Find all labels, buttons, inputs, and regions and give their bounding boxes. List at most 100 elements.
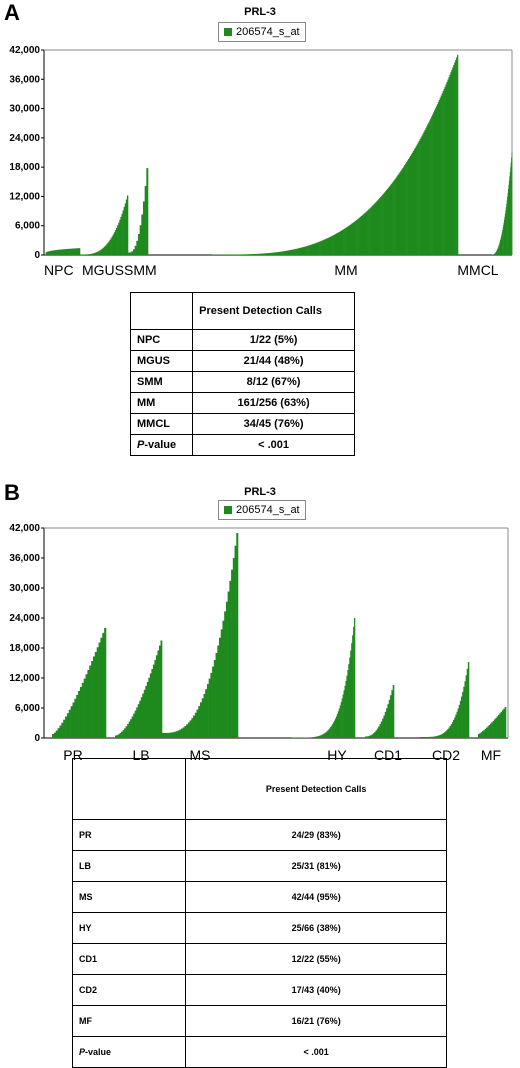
x-group-label: SMM: [124, 262, 157, 278]
bar: [197, 710, 199, 738]
pvalue-suffix: -value: [144, 439, 176, 451]
bar: [236, 533, 238, 738]
bar: [203, 694, 205, 738]
bar: [179, 730, 181, 738]
bar-group-mgus: [80, 195, 128, 255]
bar: [222, 621, 224, 738]
legend-a: 206574_s_at: [218, 22, 306, 42]
panel-letter-a: A: [4, 0, 20, 26]
bar-group-npc: [44, 248, 80, 255]
y-tick-label: 36,000: [9, 74, 40, 85]
chart-a: 06,00012,00018,00024,00030,00036,00042,0…: [0, 40, 520, 285]
table-header: Present Detection Calls: [186, 759, 447, 820]
bar: [78, 691, 80, 738]
bar: [512, 153, 513, 256]
bar: [178, 730, 180, 738]
bar: [167, 733, 169, 738]
row-value: 16/21 (76%): [186, 1006, 447, 1037]
row-label: CD2: [73, 975, 186, 1006]
table-header: Present Detection Calls: [193, 293, 355, 330]
bar: [164, 733, 166, 738]
bar: [58, 728, 60, 738]
bar: [91, 661, 93, 738]
y-tick-label: 42,000: [9, 523, 40, 534]
table-header-row: Present Detection Calls: [131, 293, 355, 330]
bar-group-mf: [478, 707, 506, 738]
legend-swatch-a: [224, 28, 232, 36]
bar: [78, 248, 80, 255]
row-label: MMCL: [131, 414, 193, 435]
row-label: CD1: [73, 944, 186, 975]
row-label: MGUS: [131, 351, 193, 372]
bar: [76, 695, 78, 738]
row-label: HY: [73, 913, 186, 944]
legend-swatch-b: [224, 506, 232, 514]
x-group-label: MGUS: [82, 262, 124, 278]
bar: [172, 732, 174, 738]
bar: [160, 641, 162, 739]
bar: [457, 55, 458, 255]
bar: [162, 733, 164, 738]
pvalue-suffix: -value: [85, 1047, 111, 1057]
bar: [89, 666, 91, 738]
bar: [127, 195, 128, 255]
bar: [80, 687, 82, 738]
x-group-label: MF: [481, 747, 501, 763]
x-group-label: MM: [334, 262, 357, 278]
bar: [228, 592, 230, 738]
y-tick-label: 24,000: [9, 613, 40, 624]
bar: [505, 707, 507, 738]
bar: [67, 713, 69, 738]
y-tick-label: 42,000: [9, 45, 40, 56]
bar: [209, 679, 211, 738]
pvalue-value: < .001: [186, 1037, 447, 1068]
bar: [200, 702, 202, 738]
table-corner: [73, 759, 186, 820]
bar: [212, 667, 214, 738]
row-value: 42/44 (95%): [186, 882, 447, 913]
row-value: 17/43 (40%): [186, 975, 447, 1006]
bar: [72, 703, 74, 738]
bar: [104, 628, 106, 738]
bar: [231, 570, 233, 738]
bar: [169, 733, 171, 738]
row-label: SMM: [131, 372, 193, 393]
x-group-label: MMCL: [457, 262, 498, 278]
bar: [171, 733, 173, 738]
y-tick-label: 12,000: [9, 673, 40, 684]
bar: [195, 713, 197, 738]
pvalue-row: P-value< .001: [131, 435, 355, 456]
pvalue-row: P-value< .001: [73, 1037, 447, 1068]
bar: [165, 733, 167, 738]
bar: [188, 723, 190, 738]
bar-group-mm: [212, 55, 458, 255]
bar: [183, 727, 185, 738]
y-tick-label: 0: [34, 250, 40, 261]
bar: [176, 731, 178, 738]
bar: [190, 720, 192, 738]
row-value: 34/45 (76%): [193, 414, 355, 435]
pvalue-label: P-value: [73, 1037, 186, 1068]
bar: [181, 729, 183, 738]
row-label: PR: [73, 820, 186, 851]
y-tick-label: 12,000: [9, 191, 40, 202]
chart-b: 06,00012,00018,00024,00030,00036,00042,0…: [0, 518, 520, 763]
y-tick-label: 24,000: [9, 133, 40, 144]
bar: [71, 706, 73, 738]
bar: [97, 647, 99, 738]
bar: [93, 657, 95, 738]
row-label: LB: [73, 851, 186, 882]
bar: [102, 633, 104, 738]
y-tick-label: 6,000: [15, 221, 40, 232]
row-value: 25/66 (38%): [186, 913, 447, 944]
row-label: MS: [73, 882, 186, 913]
bar: [235, 546, 237, 738]
